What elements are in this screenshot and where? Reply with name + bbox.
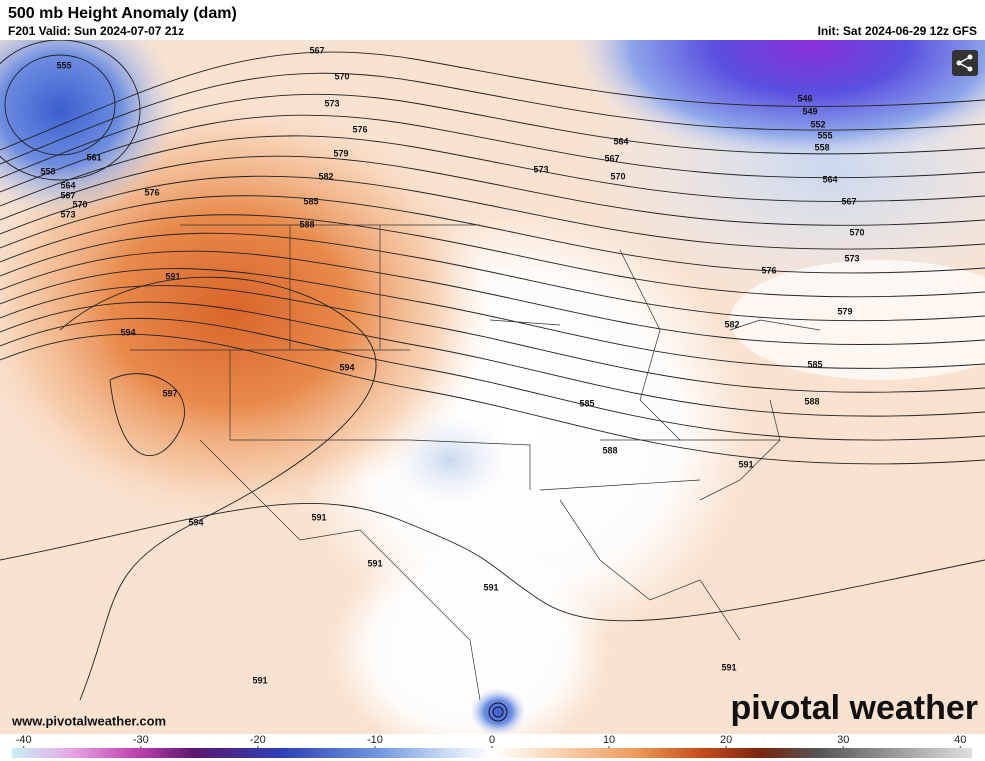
contour-line [0,114,985,193]
contour-label: 588 [602,445,617,455]
contour-line [0,502,985,622]
contour-label: 558 [814,142,829,152]
contour-label: 585 [579,398,594,408]
contour-label: 588 [299,219,314,229]
contour-label: 567 [309,45,324,55]
colorbar-tick-label: -20 [250,734,266,746]
logo: pivotal weather [730,689,978,727]
contours [0,40,985,701]
contour-label: 573 [324,98,339,108]
contour-label: 561 [86,152,101,162]
contour-line [59,276,377,701]
contour-label: 552 [810,119,825,129]
contour-label: 570 [72,199,87,209]
contour-label: 567 [60,190,75,200]
contour-label: 591 [721,662,736,672]
contour-line [0,40,141,181]
colorbar-ticks: -40 -30 -20 -10 0 10 20 30 40 [16,734,966,748]
contour-label: 570 [849,227,864,237]
colorbar-tick-label: 10 [603,734,615,746]
colorbar-tick-label: -10 [367,734,383,746]
contour-line [109,373,185,456]
init-time: Init: Sat 2024-06-29 12z GFS [818,24,977,38]
contour-line [0,317,985,441]
contour-line [0,333,985,465]
contour-label: 555 [817,130,832,140]
storm-contour [488,702,508,722]
contour-label: 573 [60,209,75,219]
contour-label: 585 [807,359,822,369]
share-box[interactable] [952,50,978,76]
colorbar-tick-label: 40 [954,734,966,746]
contour-label: 594 [120,327,135,337]
colorbar-tick-label: 30 [837,734,849,746]
contour-label: 567 [841,196,856,206]
contour-line [0,135,985,207]
contour-line [0,250,985,346]
contour-label: 564 [822,174,837,184]
colorbar-tick-label: 20 [720,734,732,746]
contour-label: 555 [56,60,71,70]
contour-label: 564 [60,180,75,190]
colorbar-tick-label: 0 [489,734,495,746]
contour-label: 549 [802,106,817,116]
contour-line [0,268,985,369]
contour-label: 585 [303,196,318,206]
shading [570,40,985,165]
border-lines [130,224,821,701]
contour-label: 564 [613,136,628,146]
title: 500 mb Height Anomaly (dam) [8,5,237,22]
contour-label: 576 [352,124,367,134]
contour-label: 597 [162,388,177,398]
colorbar [12,748,972,758]
contour-label: 591 [738,459,753,469]
contour-label: 591 [367,558,382,568]
share-icon [958,56,971,70]
contour-label: 588 [804,396,819,406]
contour-line [0,301,985,417]
contour-line [0,195,985,274]
contour-label: 573 [533,164,548,174]
contour-label: 558 [40,166,55,176]
contour-label: 576 [761,265,776,275]
contour-label: 591 [311,512,326,522]
contour-label: 576 [144,187,159,197]
contour-label: 546 [797,93,812,103]
contour-line [0,214,985,298]
colorbar-tick-label: -30 [133,734,149,746]
colorbar-tick-label: -40 [16,734,32,746]
contour-label: 591 [165,271,180,281]
contour-line [0,155,985,226]
contour-line [0,175,985,250]
storm-contour [492,706,504,718]
contour-label: 582 [724,319,739,329]
shading [0,100,490,520]
website: www.pivotalweather.com [11,713,166,728]
shading [330,540,610,734]
contour-line [0,72,985,165]
contour-line [4,54,116,156]
contour-label: 573 [844,253,859,263]
contour-label: 567 [604,153,619,163]
valid-time: F201 Valid: Sun 2024-07-07 21z [8,24,184,38]
share-button[interactable] [952,50,978,76]
contour-line [0,232,985,322]
storm [470,688,526,734]
contour-label: 570 [334,71,349,81]
contour-label: 594 [339,362,354,372]
contour-label: 594 [188,517,203,527]
contour-label: 570 [610,171,625,181]
contour-label: 591 [252,675,267,685]
borders [130,224,821,701]
contour-label: 582 [318,171,333,181]
shading [730,260,985,380]
contour-label: 591 [483,582,498,592]
contour-label: 579 [333,148,348,158]
contour-label: 579 [837,306,852,316]
